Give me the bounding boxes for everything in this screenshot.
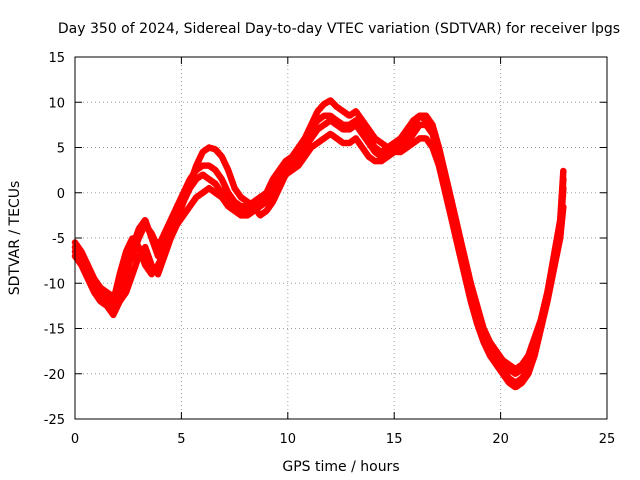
- y-tick-label: 10: [48, 96, 65, 111]
- x-tick-label: 0: [71, 432, 79, 447]
- x-axis-label: GPS time / hours: [282, 459, 399, 475]
- y-tick-label: -5: [52, 232, 65, 247]
- y-tick-label: -25: [44, 413, 65, 428]
- x-tick-labels: 0 5 10 15 20 25: [71, 432, 615, 447]
- y-tick-label: -15: [44, 323, 65, 338]
- axis-ticks: [74, 56, 608, 420]
- x-tick-label: 5: [177, 432, 185, 447]
- data-series: [71, 97, 567, 391]
- y-tick-label: 5: [57, 142, 65, 157]
- y-tick-label: 0: [57, 187, 65, 202]
- y-axis-label: SDTVAR / TECUs: [7, 181, 23, 296]
- series-track-4: [71, 130, 567, 391]
- y-tick-label: -10: [44, 277, 65, 292]
- series-track-3: [71, 112, 567, 378]
- chart-title: Day 350 of 2024, Sidereal Day-to-day VTE…: [58, 21, 620, 37]
- y-tick-labels: -25 -20 -15 -10 -5 0 5 10 15: [44, 51, 65, 428]
- x-tick-label: 15: [386, 432, 403, 447]
- x-tick-label: 25: [599, 432, 616, 447]
- y-tick-label: 15: [48, 51, 65, 66]
- y-tick-label: -20: [44, 368, 65, 383]
- x-tick-label: 10: [280, 432, 297, 447]
- x-tick-label: 20: [492, 432, 509, 447]
